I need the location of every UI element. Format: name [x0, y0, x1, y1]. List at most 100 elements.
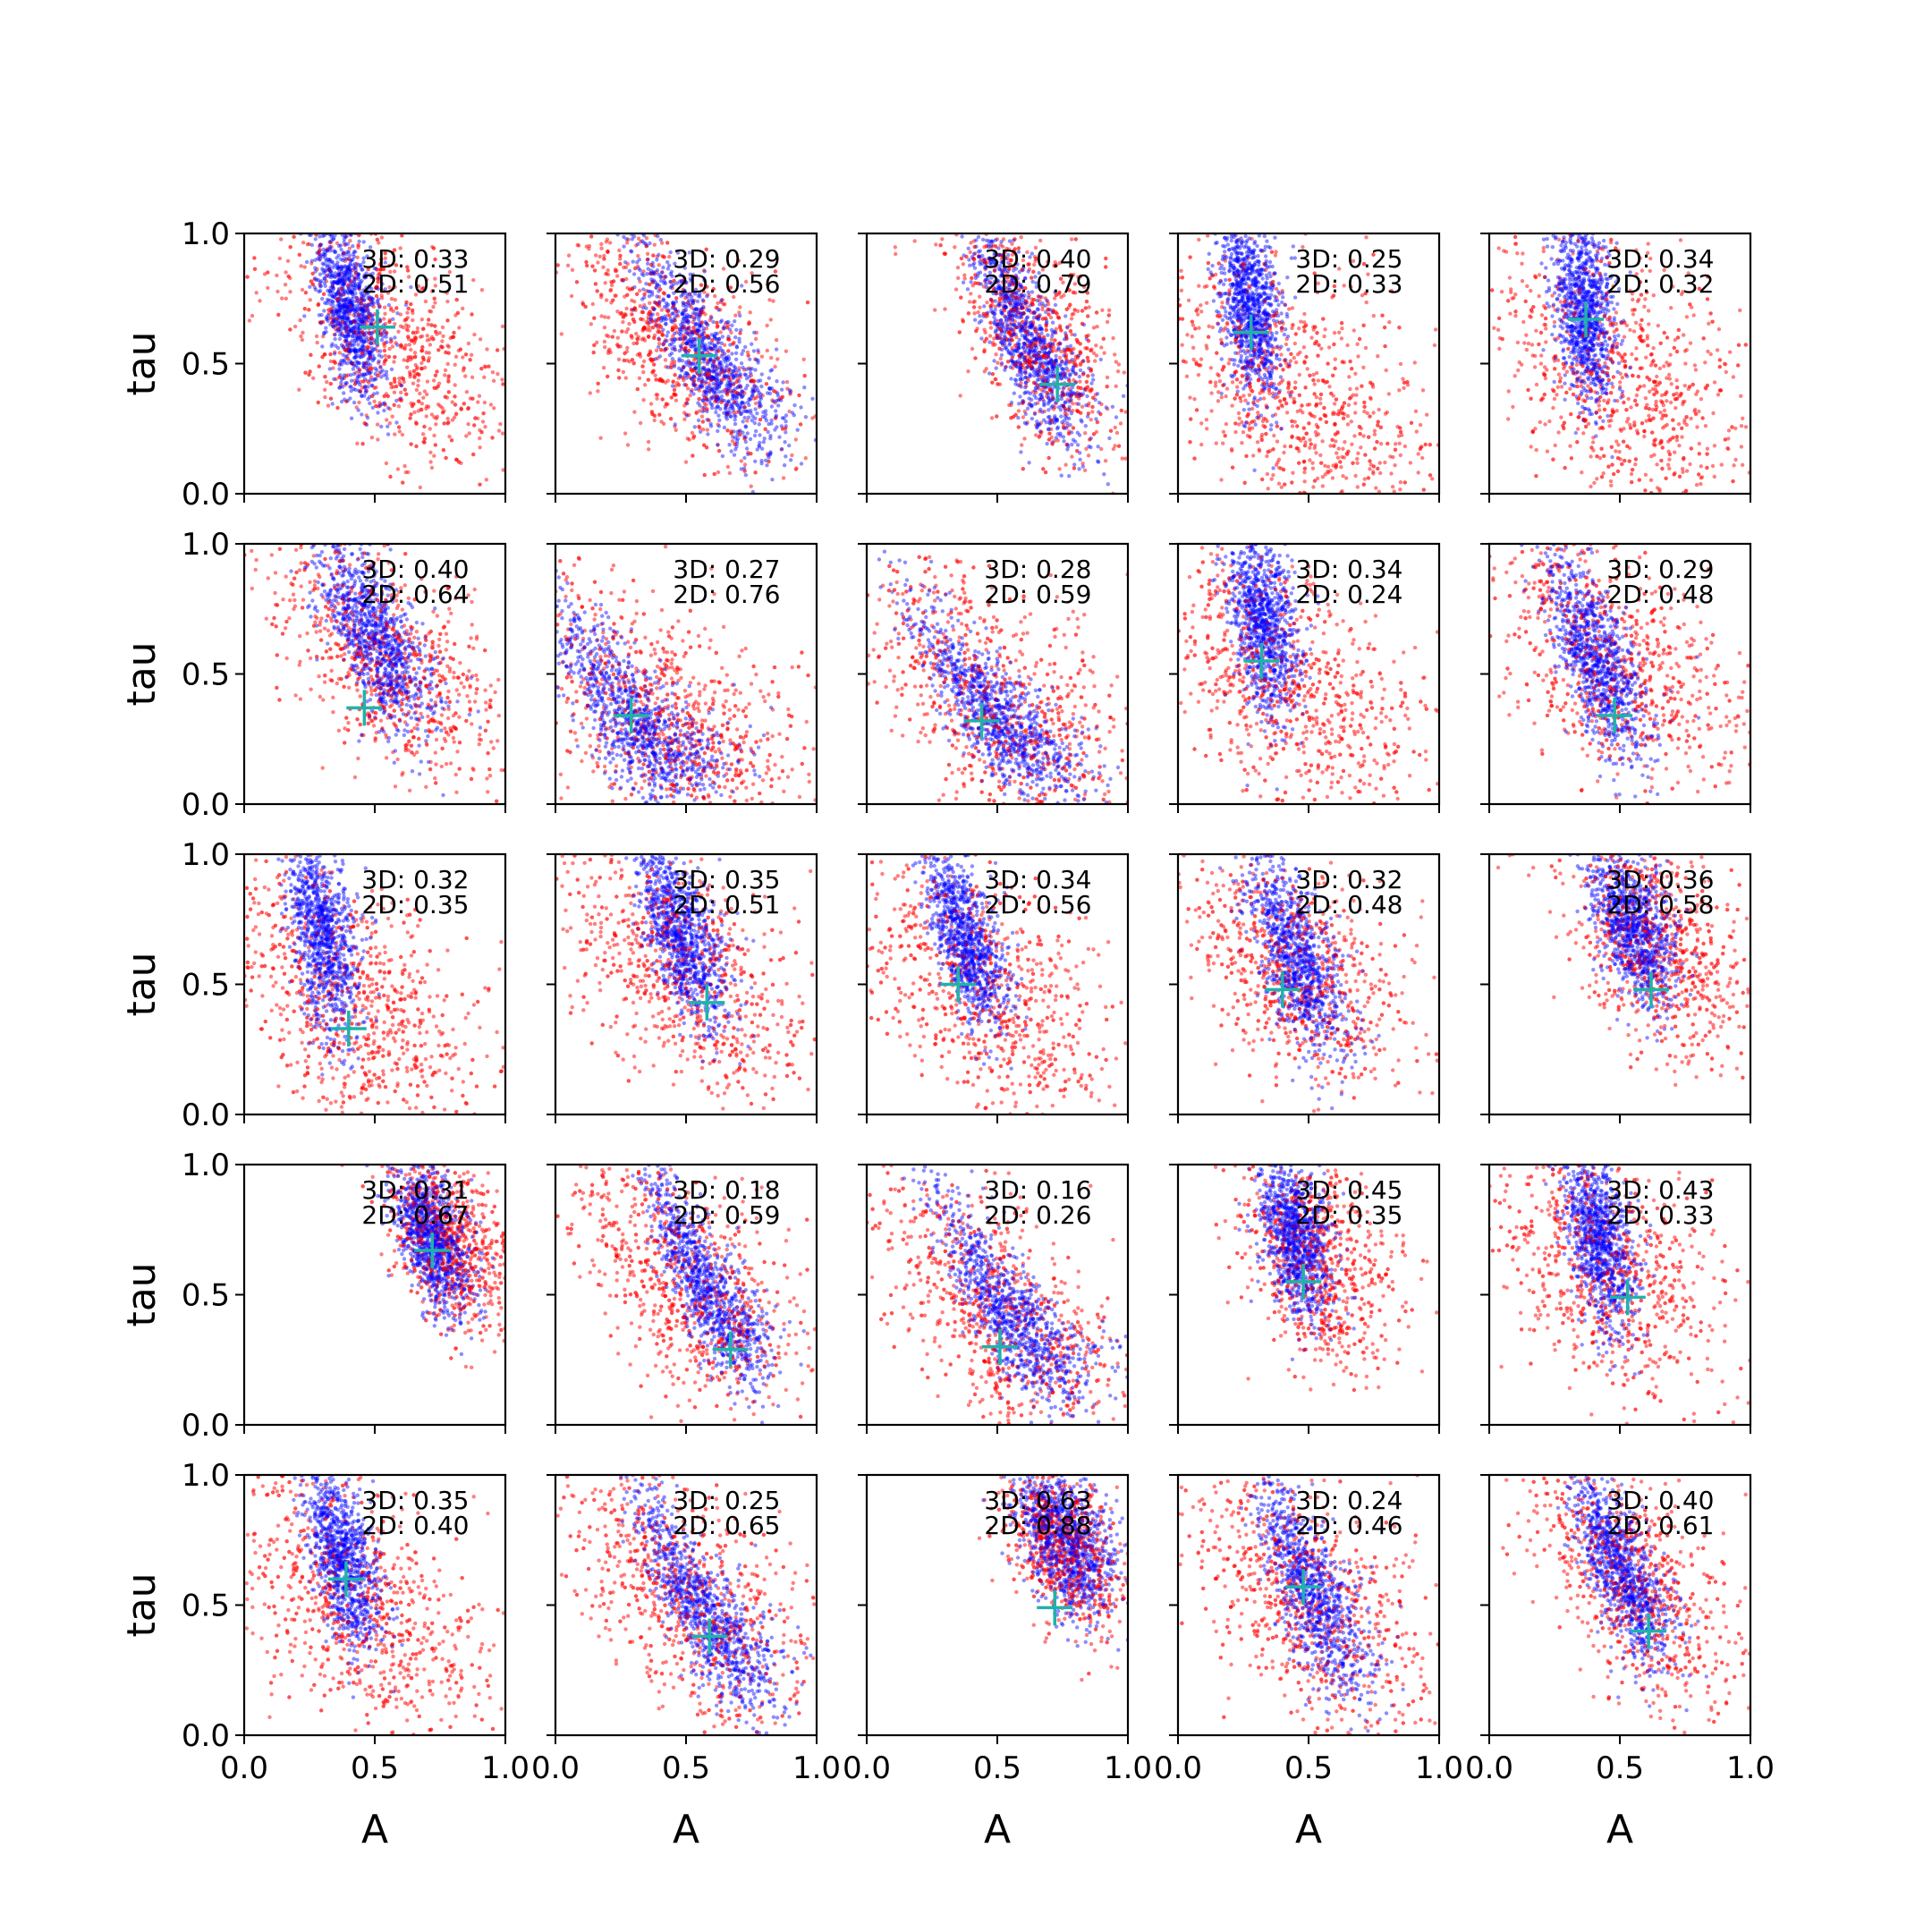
point-3d: [318, 244, 322, 249]
point-3d: [1022, 391, 1027, 395]
point-2d: [684, 412, 689, 417]
point-2d: [611, 298, 615, 302]
point-3d: [341, 258, 345, 263]
point-2d: [710, 338, 715, 343]
point-2d: [277, 256, 282, 261]
point-3d: [644, 306, 648, 310]
point-2d: [334, 326, 338, 332]
point-3d: [1005, 295, 1010, 300]
point-2d: [728, 377, 733, 383]
point-2d: [656, 329, 660, 335]
point-3d: [1030, 366, 1035, 370]
point-2d: [664, 402, 669, 406]
point-3d: [740, 394, 744, 399]
point-3d: [359, 331, 364, 335]
point-3d: [1007, 282, 1012, 287]
point-3d: [728, 362, 733, 367]
point-3d: [655, 268, 660, 273]
point-3d: [659, 274, 664, 279]
point-2d: [340, 331, 344, 336]
point-3d: [376, 301, 380, 306]
point-2d: [625, 292, 630, 297]
point-2d: [405, 265, 410, 269]
point-2d: [753, 470, 758, 475]
point-2d: [418, 391, 422, 396]
point-3d: [670, 306, 674, 310]
point-3d: [336, 277, 342, 282]
point-2d: [442, 421, 446, 426]
point-3d: [1062, 368, 1066, 372]
point-3d: [691, 331, 695, 335]
point-3d: [655, 283, 660, 287]
point-3d: [702, 269, 707, 274]
point-2d: [698, 334, 702, 339]
point-3d: [690, 344, 694, 349]
point-2d: [1054, 309, 1058, 314]
point-3d: [661, 265, 665, 270]
point-3d: [1051, 342, 1055, 346]
point-3d: [377, 359, 381, 364]
point-3d: [1035, 316, 1039, 320]
point-2d: [450, 335, 454, 340]
point-2d: [436, 348, 441, 352]
point-3d: [673, 307, 677, 311]
point-2d: [357, 368, 362, 372]
point-2d: [619, 310, 623, 316]
point-2d: [1074, 363, 1079, 369]
point-3d: [326, 316, 330, 321]
point-3d: [767, 386, 772, 391]
point-2d: [597, 254, 602, 258]
point-3d: [698, 294, 702, 299]
point-2d: [472, 423, 477, 428]
point-2d: [585, 263, 589, 268]
point-2d: [1122, 370, 1127, 375]
point-2d: [470, 312, 474, 317]
point-3d: [345, 332, 351, 337]
point-3d: [349, 349, 354, 353]
point-3d: [715, 347, 719, 352]
point-3d: [696, 293, 700, 298]
point-2d: [369, 336, 374, 341]
point-2d: [995, 237, 1000, 242]
point-3d: [702, 405, 707, 410]
point-3d: [353, 271, 358, 275]
point-2d: [674, 393, 678, 397]
point-3d: [1093, 397, 1097, 402]
point-2d: [708, 314, 714, 319]
point-3d: [336, 328, 341, 333]
point-2d: [435, 332, 439, 336]
point-3d: [980, 261, 985, 266]
point-2d: [413, 336, 419, 341]
point-2d: [1034, 433, 1038, 437]
point-3d: [360, 374, 366, 378]
point-2d: [404, 300, 409, 305]
point-3d: [349, 388, 353, 394]
point-2d: [444, 455, 448, 461]
point-2d: [716, 448, 722, 453]
point-2d: [716, 349, 721, 353]
point-2d: [336, 288, 342, 292]
point-2d: [1049, 337, 1054, 342]
point-2d: [360, 386, 365, 390]
point-2d: [972, 251, 978, 256]
point-3d: [1060, 419, 1064, 425]
point-3d: [366, 397, 370, 402]
point-2d: [736, 258, 741, 263]
point-3d: [345, 335, 351, 339]
point-3d: [1006, 309, 1012, 315]
point-3d: [1044, 370, 1049, 375]
point-2d: [341, 251, 345, 256]
point-2d: [671, 304, 675, 309]
point-3d: [368, 284, 372, 289]
point-3d: [993, 318, 998, 323]
point-2d: [1063, 350, 1067, 354]
point-3d: [339, 267, 343, 272]
point-2d: [1050, 396, 1055, 401]
point-2d: [1030, 319, 1036, 324]
point-2d: [1076, 386, 1080, 390]
point-2d: [1009, 283, 1014, 287]
point-3d: [346, 304, 351, 309]
point-2d: [610, 335, 614, 339]
point-2d: [399, 390, 403, 394]
point-2d: [655, 254, 659, 258]
